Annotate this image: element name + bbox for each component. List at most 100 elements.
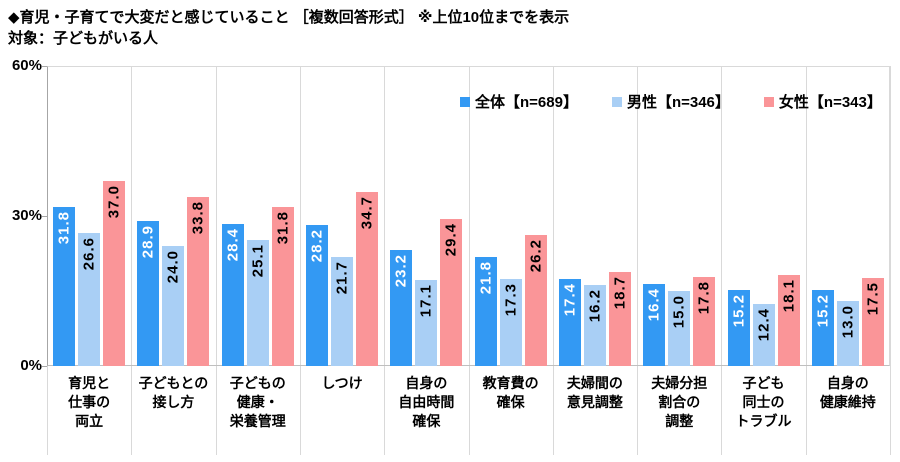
grid-separator [216,66,217,455]
bar: 33.8 [187,197,210,366]
bar: 17.4 [558,279,581,366]
grid-separator [300,66,301,455]
bar: 23.2 [390,250,413,366]
bar: 17.8 [693,277,716,366]
legend-label: 全体【n=689】 [475,94,578,111]
bar-value-label: 18.1 [780,279,798,313]
bar: 17.5 [861,278,884,366]
bar-value-label: 17.8 [695,281,713,315]
bar: 28.2 [306,225,329,366]
bar-value-label: 25.1 [249,244,267,278]
grid-separator [721,66,722,455]
legend-swatch-icon [460,96,470,107]
bar: 17.1 [415,280,438,366]
bar-value-label: 31.8 [55,211,73,245]
bar-value-label: 31.8 [274,211,292,245]
bar-value-label: 28.9 [139,225,157,259]
bar: 17.3 [499,279,522,366]
bar: 29.4 [440,219,463,366]
bar: 34.7 [356,192,379,366]
x-category-label: 夫婦間の 意見調整 [566,375,623,410]
bar-value-label: 21.8 [477,261,495,295]
grid-separator [637,66,638,455]
x-category-label: 夫婦分担 割合の 調整 [651,375,708,429]
x-category-label: 教育費の 確保 [482,375,539,410]
x-category-label: 子どもの 健康・ 栄養管理 [229,375,286,429]
bar-value-label: 13.0 [839,305,857,339]
legend-item: 女性【n=343】 [763,91,882,112]
legend: 全体【n=689】 男性【n=346】 女性【n=343】 [460,91,882,112]
y-axis-tick-label: 0% [20,357,42,374]
legend-item: 男性【n=346】 [611,91,730,112]
x-category-label: 自身の 健康維持 [819,375,876,410]
bar: 28.9 [137,221,160,366]
bars-layer: 31.8 28.9 28.4 28.2 23.2 21.8 17.4 16.4 15.2 15.2… [47,66,890,366]
bar: 21.7 [331,257,354,366]
bar: 28.4 [221,224,244,366]
bar-value-label: 29.4 [442,223,460,257]
bar-value-label: 17.3 [502,283,520,317]
x-category-label: 子ども 同士の トラブル [735,375,792,429]
legend-swatch-icon [763,96,774,107]
legend-item: 全体【n=689】 [460,91,578,112]
x-category-label: 育児と 仕事の 両立 [68,375,111,429]
x-axis-labels: 育児と 仕事の 両立 子どもとの 接し方 子どもの 健康・ 栄養管理 しつけ 自身の 自… [47,374,890,431]
y-axis-tick [42,216,47,217]
grid-separator [890,66,891,455]
x-category-label: しつけ [321,375,363,391]
legend-label: 男性【n=346】 [626,94,730,111]
y-axis-tick-label: 60% [11,57,42,74]
bar-value-label: 17.4 [561,283,579,317]
bar: 15.2 [727,290,750,366]
bar: 21.8 [474,257,497,366]
grid-separator [553,66,554,455]
grid-separator [131,66,132,455]
bar-value-label: 26.2 [527,239,545,273]
x-category-label: 自身の 自由時間 確保 [398,375,455,429]
bar-value-label: 15.0 [670,295,688,329]
bar-value-label: 16.2 [586,289,604,323]
bar-value-label: 17.5 [864,282,882,316]
bar-value-label: 23.2 [392,254,410,288]
bar: 18.1 [777,275,800,366]
bar: 16.2 [583,285,606,366]
bar-value-label: 12.4 [755,308,773,342]
bar-value-label: 26.6 [80,237,98,271]
bar: 15.0 [668,291,691,366]
y-axis-tick [42,366,47,367]
bar-value-label: 28.4 [224,228,242,262]
bar: 31.8 [271,207,294,366]
bar: 13.0 [836,301,859,366]
chart-subtitle: 対象：子どもがいる人 [8,30,159,47]
bar: 24.0 [162,246,185,366]
bar-value-label: 34.7 [358,196,376,230]
chart-title: ◆育児・子育てで大変だと感じていること ［複数回答形式］ ※上位10位までを表示 [8,9,570,26]
legend-swatch-icon [611,96,622,107]
bar-value-label: 21.7 [333,261,351,295]
bar-value-label: 24.0 [164,250,182,284]
bar: 31.8 [53,207,76,366]
bar-value-label: 37.0 [105,185,123,219]
grid-separator [806,66,807,455]
legend-label: 女性【n=343】 [778,94,882,111]
bar: 16.4 [643,284,666,366]
bar: 15.2 [811,290,834,366]
bar-value-label: 16.4 [645,288,663,322]
bar-value-label: 28.2 [308,229,326,263]
bar: 26.6 [78,233,101,366]
bar: 37.0 [103,181,126,366]
bar-value-label: 18.7 [611,276,629,310]
y-axis-tick [42,66,47,67]
bar-value-label: 33.8 [189,201,207,235]
bar: 26.2 [524,235,547,366]
grid-separator [384,66,385,455]
bar: 12.4 [752,304,775,366]
bar: 25.1 [246,240,269,366]
bar: 18.7 [608,272,631,366]
bar-value-label: 15.2 [730,294,748,328]
bar-value-label: 17.1 [417,284,435,318]
x-category-label: 子どもとの 接し方 [138,375,209,410]
bar-value-label: 15.2 [814,294,832,328]
y-axis-tick-label: 30% [11,207,42,224]
